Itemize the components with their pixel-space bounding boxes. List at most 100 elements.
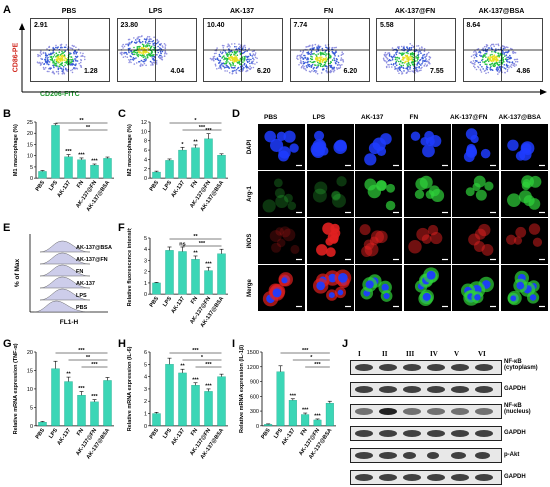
blot-band: [475, 364, 493, 371]
flow-lower-right-value: 4.86: [516, 68, 531, 75]
category-label: FN: [190, 428, 199, 437]
micro-tile: [306, 218, 354, 264]
flow-lower-right-value: 7.55: [430, 68, 444, 75]
flow-scatter: [31, 19, 109, 81]
hist-curve: [39, 240, 91, 253]
flow-plot-title: AK-137: [229, 8, 255, 15]
blot-band: [355, 364, 373, 371]
blot-lane-label: V: [454, 350, 460, 358]
blot-band: [379, 364, 397, 371]
blot-row: [350, 426, 502, 441]
bar: [90, 401, 99, 426]
flow-upper-left-value: 7.74: [293, 22, 308, 29]
category-label: LPS: [273, 427, 284, 439]
flow-lower-right-value: 6.20: [343, 68, 358, 75]
panel-letter-i: I: [232, 338, 236, 350]
bar: [165, 364, 174, 426]
category-label: AK-137: [170, 296, 186, 315]
panel-letter-c: C: [118, 108, 126, 120]
blot-band: [355, 452, 373, 459]
micro-tile: [403, 218, 451, 264]
y-tick-label: 5: [144, 236, 147, 242]
y-tick-label: 4: [144, 247, 147, 253]
blot-band: [403, 452, 417, 459]
category-label: FN: [76, 180, 85, 189]
micro-tile: [258, 171, 305, 217]
significance-mark: ***: [302, 408, 309, 414]
category-label: PBS: [35, 180, 47, 193]
blot-band: [403, 364, 421, 371]
y-tick-label: 6: [144, 148, 147, 154]
bar: [191, 259, 200, 295]
blot-lane-label: IV: [430, 350, 438, 358]
blot-band: [427, 430, 445, 437]
comparison-label: *: [194, 118, 197, 124]
blot-band: [451, 386, 469, 393]
micro-row-label: Arg-1: [247, 185, 253, 202]
comparison-label: ***: [91, 362, 98, 368]
comparison-label: ***: [199, 125, 206, 131]
significance-mark: ***: [205, 383, 212, 389]
panel-letter-e: E: [3, 222, 11, 234]
flow-upper-left-value: 5.58: [380, 22, 394, 29]
bar: [152, 282, 161, 295]
bar: [103, 380, 112, 426]
bar: [325, 403, 334, 426]
bar: [288, 400, 297, 426]
flow-lower-right-value: 6.20: [257, 68, 271, 75]
y-tick-label: 0: [256, 424, 259, 430]
significance-mark: ***: [65, 149, 72, 155]
y-tick-label: 20: [27, 350, 33, 356]
comparison-label: **: [86, 355, 91, 361]
histogram-overlay: % of Max FL1-H AK-137@BSA AK-137@FN FN AK-137…: [14, 234, 112, 326]
flow-upper-left-value: 23.80: [120, 22, 139, 29]
blot-band: [475, 452, 490, 459]
comparison-label: *: [310, 355, 313, 361]
blot-band: [427, 386, 445, 393]
blot-band: [451, 364, 469, 371]
bar: [191, 147, 200, 179]
blot-band: [451, 474, 469, 481]
flow-plot-title: FN: [323, 8, 334, 15]
category-label: PBS: [149, 180, 161, 193]
y-axis-label: Relative mRNA expression (IL-6): [127, 346, 133, 431]
blot-lane-label: III: [406, 350, 415, 358]
y-tick-label: 2: [144, 399, 147, 405]
category-label: AK-137: [170, 428, 186, 447]
micro-row-label: DAPI: [247, 139, 253, 154]
micro-column-label: PBS: [264, 114, 278, 121]
y-tick-label: 300: [250, 409, 259, 415]
blot-band: [451, 430, 469, 437]
comparison-label: **: [86, 125, 91, 131]
blot-band: [379, 408, 397, 415]
micro-column-label: AK-137@BSA: [498, 114, 541, 121]
significance-mark: **: [193, 139, 198, 145]
flow-upper-left-value: 2.91: [34, 22, 48, 29]
significance-mark: ***: [78, 152, 85, 158]
blot-row-label: NF-κB (cytoplasm): [504, 359, 538, 371]
micro-tile: [403, 124, 451, 170]
significance-mark: **: [180, 364, 185, 370]
bar-chart-g: 0 5 10 15 20 Relative mRNA expression (TNF-α)…: [13, 343, 114, 460]
blot-row-label: p-Akt: [504, 452, 520, 458]
bar: [191, 385, 200, 426]
category-label: FN: [190, 296, 199, 305]
bar-chart-c: 0 2 4 6 8 10 12 M2 macrophage (%) PBS LPS * AK-137 *…: [127, 118, 228, 213]
bar: [38, 171, 47, 179]
category-label: AK-137: [56, 180, 72, 199]
y-tick-label: 10: [27, 154, 33, 160]
significance-mark: ***: [91, 159, 98, 165]
significance-mark: ***: [314, 413, 321, 419]
panel-letter-h: H: [118, 338, 126, 350]
bar: [51, 368, 60, 426]
micro-tile: [355, 124, 402, 170]
micro-tile: [403, 171, 451, 217]
y-tick-label: 0: [144, 176, 147, 182]
bar: [204, 138, 213, 179]
blot-band: [355, 386, 373, 393]
micro-row-label: iNOS: [247, 233, 253, 249]
panel-letter-b: B: [3, 108, 11, 120]
category-label: PBS: [149, 427, 161, 440]
micro-tile: [403, 265, 451, 311]
